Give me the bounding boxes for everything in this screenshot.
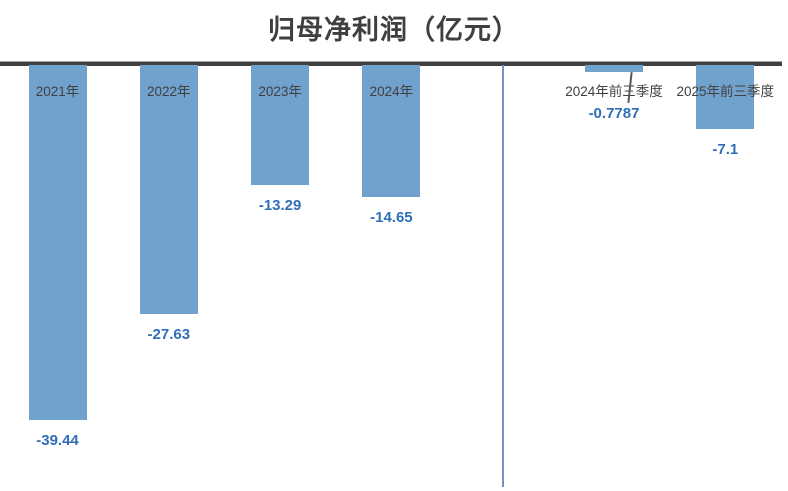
value-label: -0.7787 (588, 105, 640, 122)
value-label: -39.44 (36, 432, 79, 449)
bar-2024年 (362, 65, 421, 197)
bar-2024年前三季度 (585, 65, 643, 72)
category-label: 2023年 (258, 84, 302, 99)
bar-2021年 (28, 65, 87, 420)
bar-2025年前三季度 (696, 65, 755, 129)
value-label: -7.1 (712, 141, 739, 158)
category-label: 2024年前三季度 (565, 84, 663, 99)
category-label: 2021年 (35, 84, 80, 99)
group-divider-line (501, 65, 504, 487)
chart-title: 归母净利润（亿元） (268, 15, 520, 45)
value-label: -27.63 (147, 326, 191, 343)
x-axis-baseline (0, 61, 782, 66)
category-label: 2022年 (147, 84, 191, 99)
category-label: 2025年前三季度 (676, 84, 775, 99)
value-label: -13.29 (258, 197, 302, 214)
bar-2022年 (139, 65, 198, 314)
value-label: -14.65 (370, 209, 413, 226)
category-label: 2024年 (369, 84, 414, 99)
bar-2023年 (251, 65, 310, 185)
